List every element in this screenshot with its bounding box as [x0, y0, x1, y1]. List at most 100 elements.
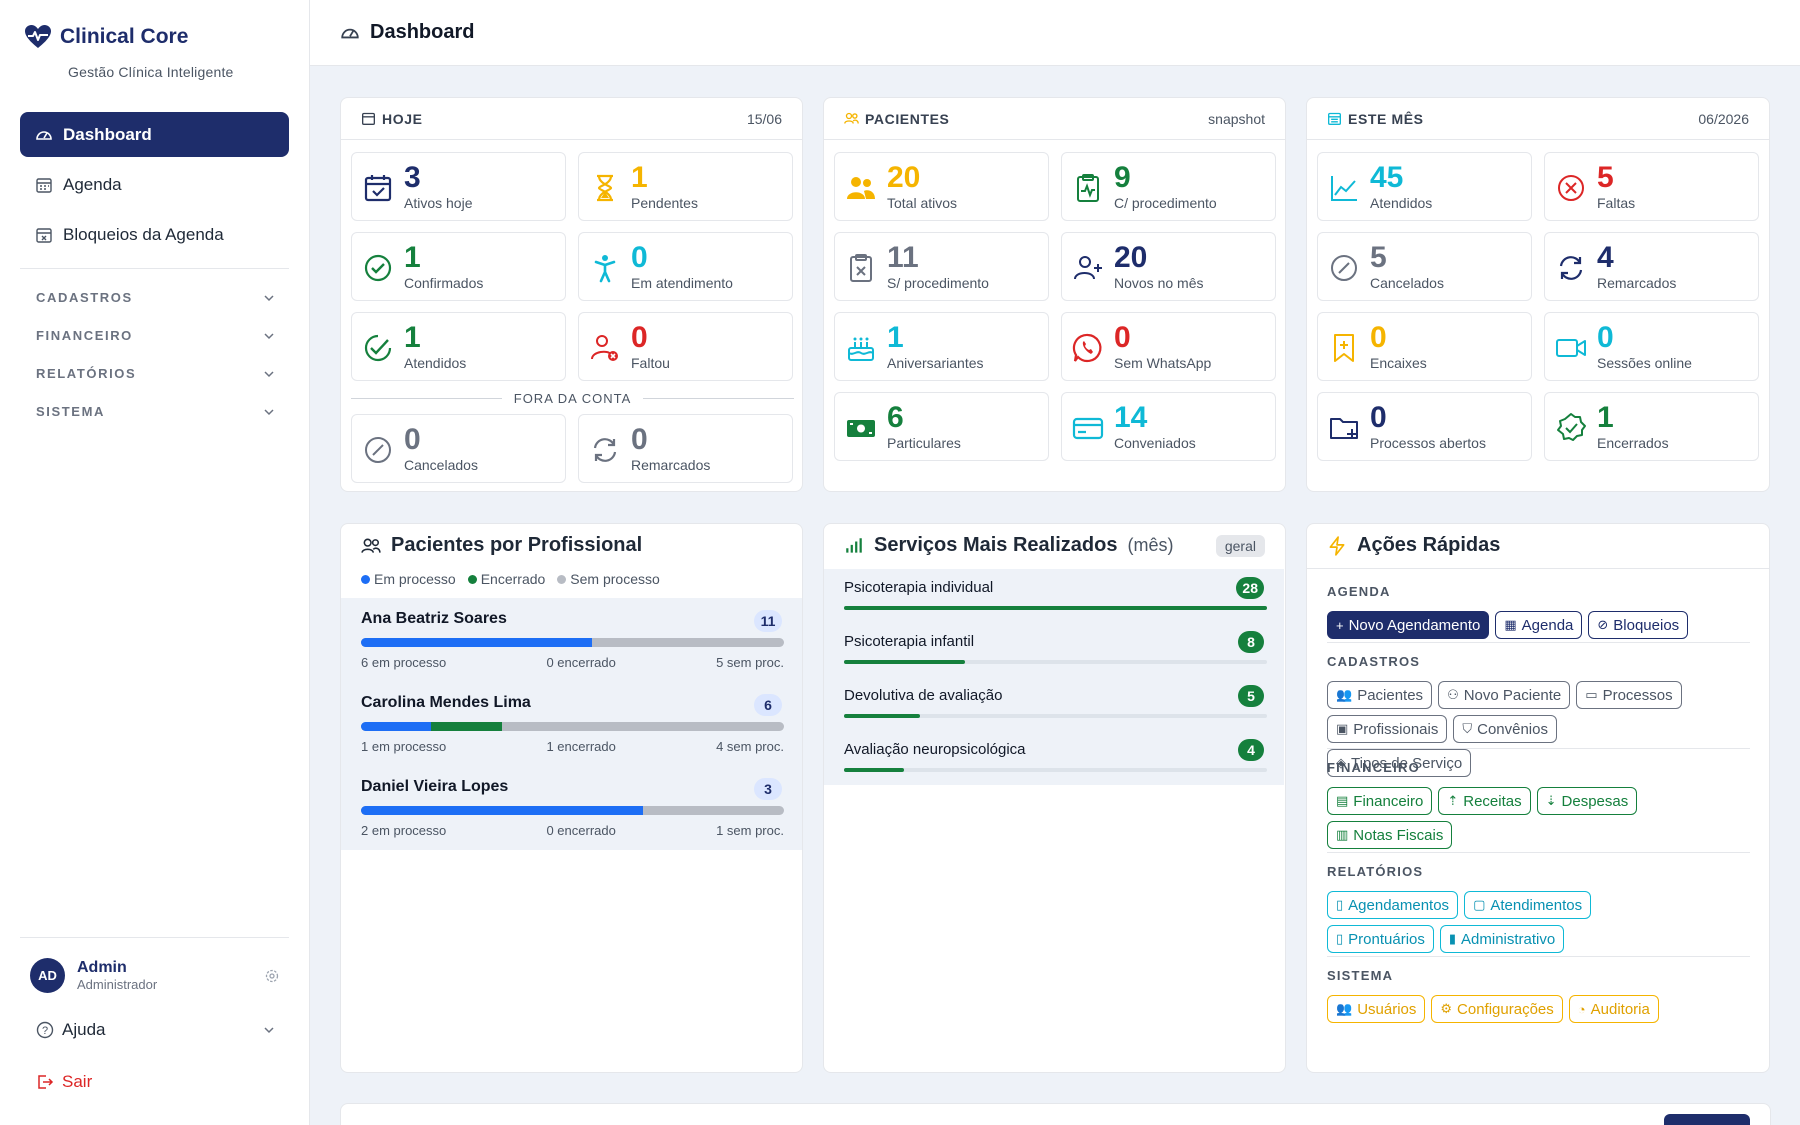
quick-action-conv-nios[interactable]: ⛉ Convênios: [1453, 715, 1557, 743]
professional-row[interactable]: Daniel Vieira Lopes 3 2 em processo 0 enc…: [341, 766, 802, 850]
stat-tile[interactable]: 5 Cancelados: [1317, 232, 1532, 301]
stat-tile[interactable]: 0 Em atendimento: [578, 232, 793, 301]
chip-label: Configurações: [1457, 1000, 1554, 1018]
service-count: 8: [1238, 631, 1264, 653]
users-icon: [845, 172, 877, 204]
quick-action-configura-es[interactable]: ⚙ Configurações: [1431, 995, 1563, 1023]
stat-value: 1: [404, 321, 421, 354]
group-label: RELATÓRIOS: [36, 366, 137, 381]
stat-tile[interactable]: 1 Encerrados: [1544, 392, 1759, 461]
stat-tile[interactable]: 0 Processos abertos: [1317, 392, 1532, 461]
section-action-button[interactable]: [1664, 1114, 1750, 1125]
chip-label: Agendamentos: [1348, 896, 1450, 914]
sidebar-group-relatorios[interactable]: RELATÓRIOS: [36, 366, 276, 381]
stat-label: Atendidos: [1370, 195, 1433, 211]
stat-tile[interactable]: 1 Aniversariantes: [834, 312, 1049, 381]
sidebar-item-dashboard[interactable]: Dashboard: [20, 112, 289, 157]
stat-tile[interactable]: 0 Faltou: [578, 312, 793, 381]
service-row[interactable]: Devolutiva de avaliação 5: [824, 677, 1284, 731]
quick-action-agenda[interactable]: ▦ Agenda: [1495, 611, 1583, 639]
stat-tile[interactable]: 0 Cancelados: [351, 414, 566, 483]
stat-tile[interactable]: 9 C/ procedimento: [1061, 152, 1276, 221]
stat-value: 0: [631, 241, 648, 274]
stat-tile[interactable]: 14 Conveniados: [1061, 392, 1276, 461]
stat-value: 0: [1597, 321, 1614, 354]
service-row[interactable]: Psicoterapia individual 28: [824, 569, 1284, 623]
sidebar-group-cadastros[interactable]: CADASTROS: [36, 290, 276, 305]
stat-label: Sessões online: [1597, 355, 1692, 371]
quick-action-processos[interactable]: ▭ Processos: [1576, 681, 1682, 709]
stat-label: Remarcados: [1597, 275, 1677, 291]
history-icon: ◔: [1577, 1001, 1586, 1017]
stat-tile[interactable]: 20 Novos no mês: [1061, 232, 1276, 301]
sidebar-item-label: Bloqueios da Agenda: [63, 224, 224, 244]
logout-button[interactable]: Sair: [36, 1072, 92, 1092]
card-meta: snapshot: [1208, 110, 1265, 127]
service-row[interactable]: Psicoterapia infantil 8: [824, 623, 1284, 677]
sidebar-group-financeiro[interactable]: FINANCEIRO: [36, 328, 276, 343]
section-title: Ações Rápidas: [1357, 534, 1501, 556]
scope-badge[interactable]: geral: [1215, 535, 1265, 557]
service-bar: [844, 660, 1267, 664]
user-x-icon: [589, 332, 621, 364]
stat-tile[interactable]: 0 Remarcados: [578, 414, 793, 483]
chip-label: Bloqueios: [1613, 616, 1680, 634]
stat-tile[interactable]: 0 Sem WhatsApp: [1061, 312, 1276, 381]
stat-tile[interactable]: 1 Pendentes: [578, 152, 793, 221]
id-badge-icon: ▣: [1336, 721, 1349, 736]
folder-icon: ▭: [1585, 687, 1598, 702]
professional-row[interactable]: Carolina Mendes Lima 6 1 em processo 1 en…: [341, 682, 802, 766]
quick-actions-row: ▯ Prontuários ▮ Administrativo: [1327, 925, 1750, 953]
app-logo[interactable]: Clinical Core: [24, 24, 188, 50]
stat-tile[interactable]: 1 Atendidos: [351, 312, 566, 381]
stat-tile[interactable]: 11 S/ procedimento: [834, 232, 1049, 301]
help-menu[interactable]: ? Ajuda: [36, 1020, 276, 1040]
stat-label: Aniversariantes: [887, 355, 984, 371]
professional-progress: [361, 638, 784, 647]
stat-tile[interactable]: 4 Remarcados: [1544, 232, 1759, 301]
quick-action-tipos-de-servi-o[interactable]: ◈ Tipos de Serviço: [1327, 749, 1472, 777]
quick-action-auditoria[interactable]: ◔ Auditoria: [1568, 995, 1659, 1023]
quick-action-prontu-rios[interactable]: ▯ Prontuários: [1327, 925, 1434, 953]
arrow-down-circle-icon: ⇣: [1545, 793, 1557, 808]
stat-tile[interactable]: 0 Encaixes: [1317, 312, 1532, 381]
quick-action-agendamentos[interactable]: ▯ Agendamentos: [1327, 891, 1459, 919]
users-icon: 👥: [1336, 687, 1353, 702]
service-bar-fill: [844, 768, 905, 772]
group-label: CADASTROS: [36, 290, 133, 305]
user-profile[interactable]: AD Admin Administrador: [30, 958, 280, 993]
stat-tile[interactable]: 0 Sessões online: [1544, 312, 1759, 381]
stat-tile[interactable]: 6 Particulares: [834, 392, 1049, 461]
quick-action-profissionais[interactable]: ▣ Profissionais: [1327, 715, 1448, 743]
stat-tile[interactable]: 20 Total ativos: [834, 152, 1049, 221]
stat-label: Confirmados: [404, 275, 484, 291]
stat-tile[interactable]: 45 Atendidos: [1317, 152, 1532, 221]
fora-da-conta-divider: FORA DA CONTA: [351, 390, 794, 406]
quick-action-novo-agendamento[interactable]: + Novo Agendamento: [1327, 611, 1490, 639]
quick-action-pacientes[interactable]: 👥 Pacientes: [1327, 681, 1433, 709]
sidebar-item-agenda[interactable]: Agenda: [20, 162, 289, 207]
gear-icon[interactable]: [264, 968, 280, 984]
quick-action-atendimentos[interactable]: ▢ Atendimentos: [1464, 891, 1592, 919]
quick-action-bloqueios[interactable]: ⊘ Bloqueios: [1588, 611, 1689, 639]
professional-progress: [361, 806, 784, 815]
service-row[interactable]: Avaliação neuropsicológica 4: [824, 731, 1284, 785]
quick-action-administrativo[interactable]: ▮ Administrativo: [1439, 925, 1565, 953]
quick-action-financeiro[interactable]: ▤ Financeiro: [1327, 787, 1433, 815]
quick-action-receitas[interactable]: ⇡ Receitas: [1438, 787, 1531, 815]
sidebar-item-bloqueios[interactable]: Bloqueios da Agenda: [20, 212, 289, 257]
quick-actions-group-label: SISTEMA: [1327, 968, 1394, 983]
stat-tile[interactable]: 3 Ativos hoje: [351, 152, 566, 221]
users-icon: [844, 112, 859, 124]
quick-action-despesas[interactable]: ⇣ Despesas: [1536, 787, 1638, 815]
stat-label: Remarcados: [631, 457, 711, 473]
sidebar-group-sistema[interactable]: SISTEMA: [36, 404, 276, 419]
quick-action-notas-fiscais[interactable]: ▥ Notas Fiscais: [1327, 821, 1453, 849]
quick-action-usu-rios[interactable]: 👥 Usuários: [1327, 995, 1426, 1023]
stat-tile[interactable]: 1 Confirmados: [351, 232, 566, 301]
stat-tile[interactable]: 5 Faltas: [1544, 152, 1759, 221]
quick-actions-row: ▣ Profissionais ⛉ Convênios: [1327, 715, 1750, 743]
quick-action-novo-paciente[interactable]: ⚇ Novo Paciente: [1438, 681, 1571, 709]
professional-row[interactable]: Ana Beatriz Soares 11 6 em processo 0 enc…: [341, 598, 802, 682]
cash-icon: [845, 412, 877, 444]
